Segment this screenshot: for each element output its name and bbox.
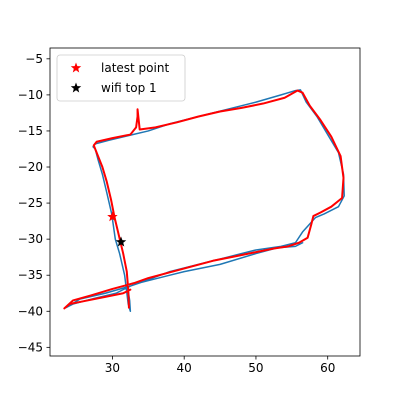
legend: latest point wifi top 1: [56, 54, 186, 102]
x-tick-label: 60: [320, 361, 335, 375]
y-tick-label: −15: [18, 124, 43, 138]
x-tick-label: 50: [248, 361, 263, 375]
y-tick-label: −30: [18, 232, 43, 246]
legend-marker: [70, 82, 82, 93]
x-tick-label: 40: [177, 361, 192, 375]
y-tick-label: −45: [18, 340, 43, 354]
plot-marks: [63, 89, 345, 313]
y-tick-label: −10: [18, 88, 43, 102]
legend-marker: [70, 62, 82, 73]
y-tick-label: −25: [18, 196, 43, 210]
legend-box: [56, 54, 186, 102]
legend-label: wifi top 1: [101, 81, 157, 95]
y-tick-label: −40: [18, 304, 43, 318]
legend-label: latest point: [101, 61, 169, 75]
y-tick-label: −20: [18, 160, 43, 174]
axes-frame: [49, 47, 361, 357]
x-tick-label: 30: [105, 361, 120, 375]
y-tick-label: −35: [18, 268, 43, 282]
axes: 30 40 50 60 −45 −40 −35 −30 −25 −20 −15 −10 −5: [18, 47, 361, 375]
latest-point-marker: [107, 211, 118, 222]
trajectory-line-red: [63, 89, 345, 310]
y-tick-label: −5: [25, 52, 43, 66]
wifi-top-1-marker: [115, 236, 127, 247]
plot-area: [63, 89, 345, 313]
